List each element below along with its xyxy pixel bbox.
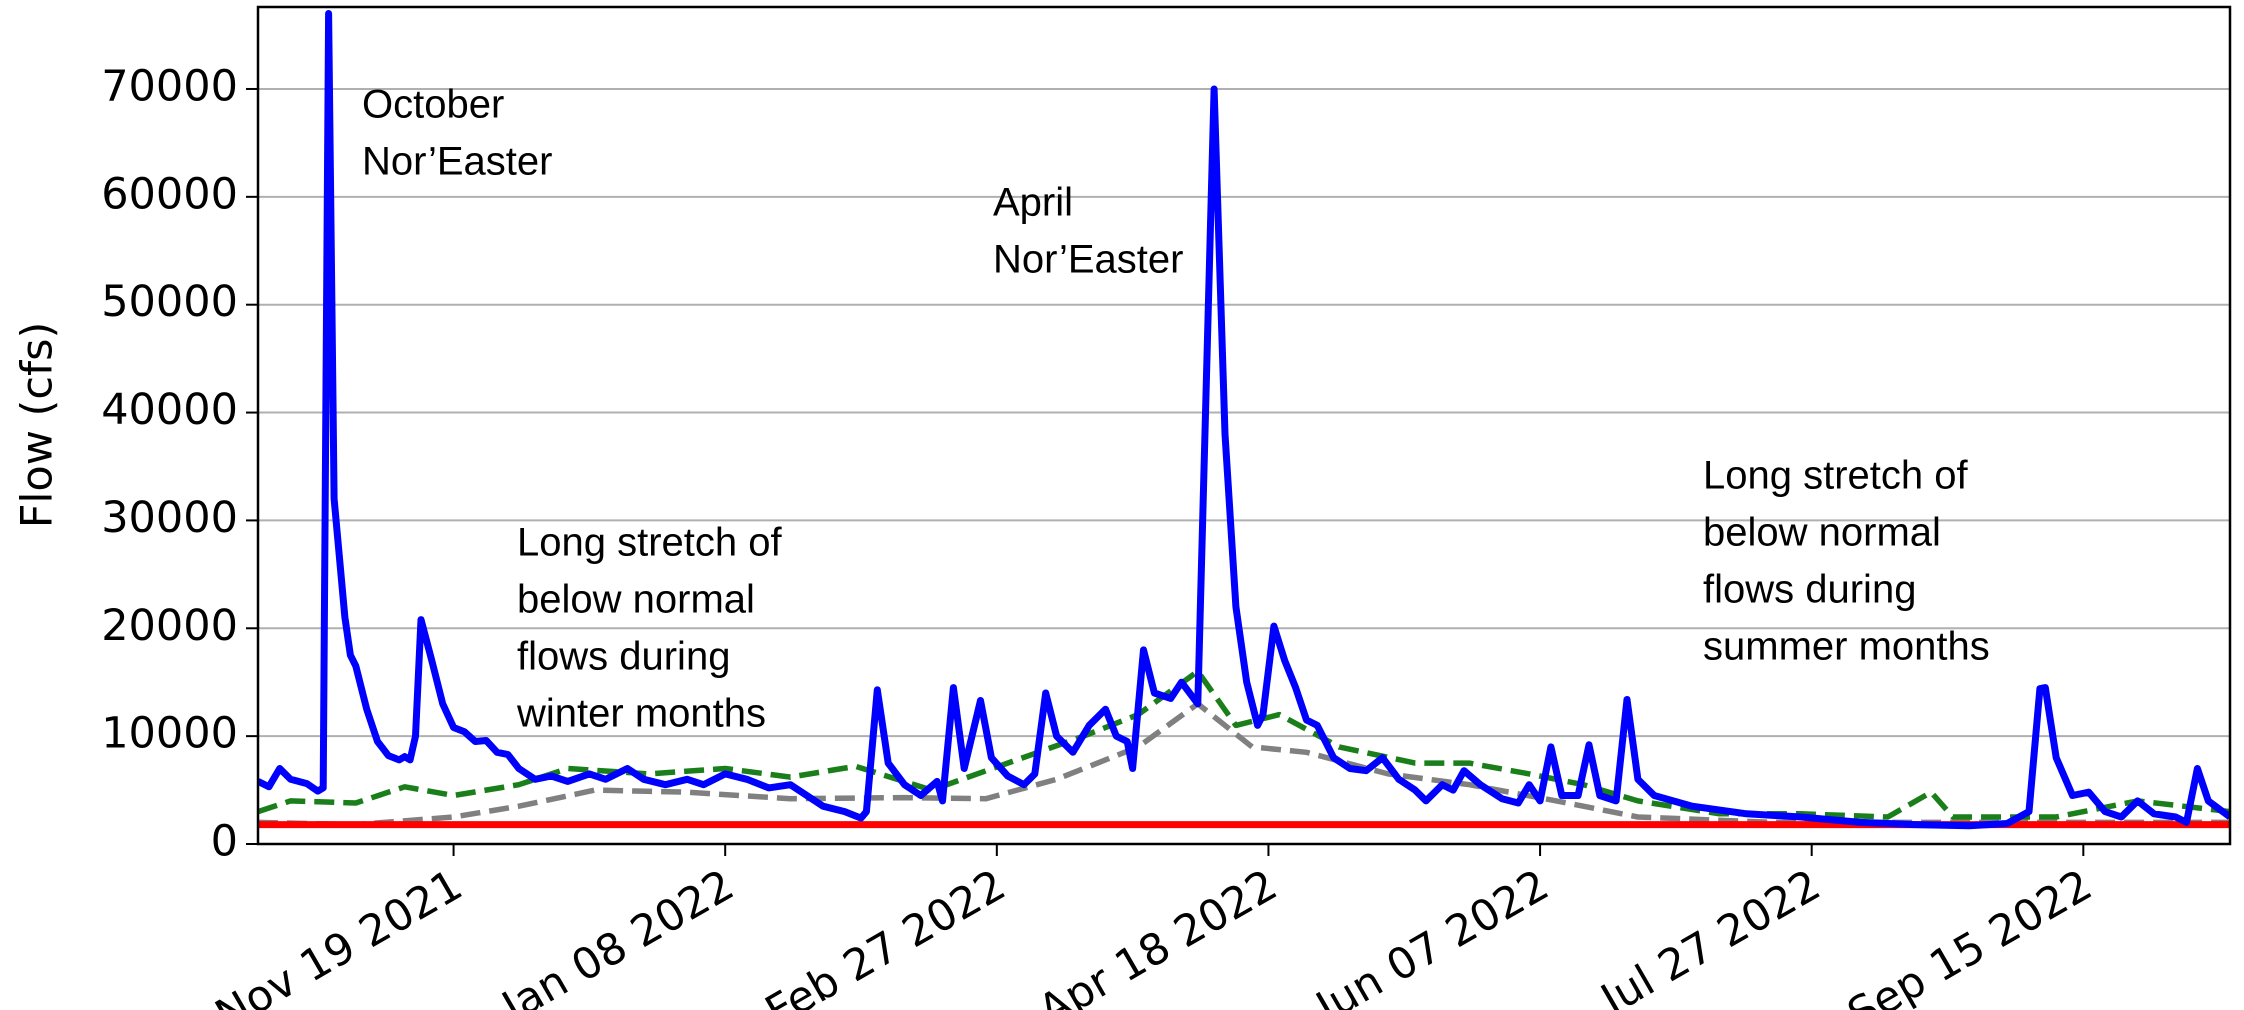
annotation: April [993,181,1073,225]
annotation: winter months [516,692,766,736]
y-tick-label: 50000 [101,277,238,327]
annotation: flows during [517,635,730,679]
annotation: below normal [1703,511,1941,555]
y-tick-label: 10000 [101,709,238,759]
series-line [258,10,2230,830]
series-line [258,668,2230,820]
x-tick-label: Feb 27 2022 [757,860,1014,1010]
annotation: Long stretch of [517,521,782,565]
y-tick-label: 60000 [101,169,238,219]
annotation: summer months [1703,625,1990,669]
x-tick-label: Nov 19 2021 [207,860,471,1010]
y-tick-label: 20000 [101,601,238,651]
annotation: October [362,83,504,127]
x-tick-label: Sep 15 2022 [1840,860,2101,1010]
series-line [258,701,2230,828]
annotation: Long stretch of [1703,454,1968,498]
annotation: Nor’Easter [993,238,1183,282]
x-tick-label: Apr 18 2022 [1030,860,1285,1010]
y-tick-label: 0 [211,817,238,867]
plot-frame [256,5,2232,846]
x-tick-label: Jun 07 2022 [1306,860,1558,1010]
y-tick-label: 30000 [101,493,238,543]
y-tick-label: 40000 [101,385,238,435]
annotation: flows during [1703,568,1916,612]
annotation: Nor’Easter [362,140,552,184]
x-tick-label: Jan 08 2022 [492,860,743,1010]
y-tick-label: 70000 [101,61,238,111]
x-tick-label: Jul 27 2022 [1591,860,1829,1010]
y-axis-label: Flow (cfs) [13,322,63,529]
annotation: below normal [517,578,755,622]
